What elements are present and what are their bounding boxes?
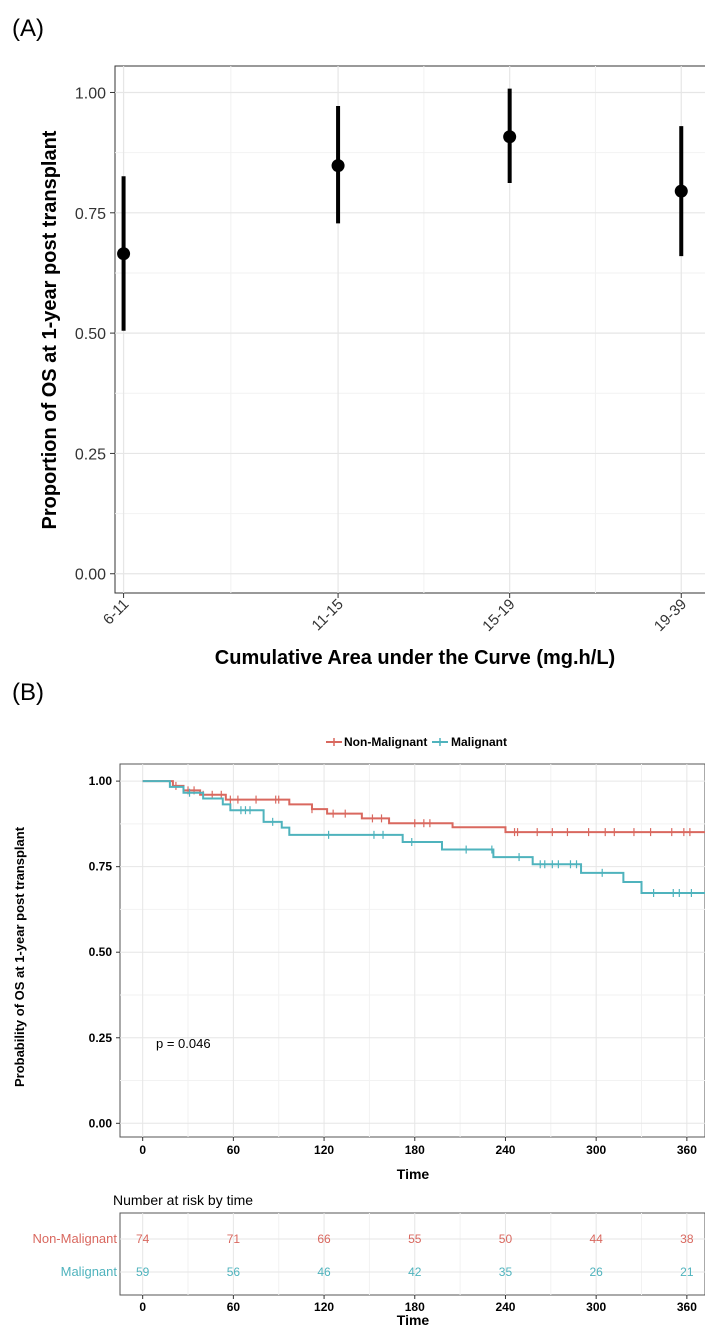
panel-b-label: (B) <box>12 679 44 706</box>
risk-table-title: Number at risk by time <box>113 1192 253 1208</box>
panel-b-y-axis-label: Probability of OS at 1-year post transpl… <box>12 826 27 1087</box>
y-tick-label: 0.25 <box>89 1031 113 1045</box>
y-tick-label: 1.00 <box>75 85 106 102</box>
risk-cell: 38 <box>680 1232 694 1246</box>
panel-a-label: (A) <box>12 15 44 42</box>
risk-cell: 46 <box>317 1265 331 1279</box>
x-tick-label: 180 <box>405 1143 425 1157</box>
panel-a-plot: 0.00 0.25 0.50 0.75 1.00 6-11 11-15 15-19 19-39 <box>75 65 705 635</box>
x-tick-label: 240 <box>495 1300 515 1314</box>
panel-a-y-ticks: 0.00 0.25 0.50 0.75 1.00 <box>75 85 115 584</box>
risk-cell: 59 <box>136 1265 150 1279</box>
x-tick-label: 180 <box>405 1300 425 1314</box>
x-tick-label: 19-39 <box>651 596 690 635</box>
risk-row-label: Malignant <box>61 1264 118 1279</box>
x-tick-label: 11-15 <box>309 596 347 634</box>
data-point <box>503 130 517 144</box>
risk-table: 74 71 66 55 50 44 38 59 56 46 42 35 26 21 Non-Maligna… <box>32 1212 705 1314</box>
risk-cell: 50 <box>499 1232 513 1246</box>
x-tick-label: 60 <box>227 1143 241 1157</box>
y-tick-label: 1.00 <box>89 774 113 788</box>
data-point <box>331 159 345 173</box>
risk-cell: 56 <box>227 1265 241 1279</box>
data-point <box>674 184 688 198</box>
risk-cell: 55 <box>408 1232 422 1246</box>
panel-a-x-axis-label: Cumulative Area under the Curve (mg.h/L) <box>215 647 615 669</box>
x-tick-label: 6-11 <box>100 596 132 628</box>
risk-table-x-ticks: 0 60 120 180 240 300 360 <box>139 1295 697 1314</box>
legend-malignant-label: Malignant <box>451 735 507 749</box>
y-tick-label: 0.00 <box>89 1116 113 1130</box>
risk-table-cells: 74 71 66 55 50 44 38 59 56 46 42 35 26 21 <box>136 1232 694 1279</box>
panel-a-plot-area <box>114 65 705 594</box>
panel-a-y-axis-label: Proportion of OS at 1-year post transpla… <box>39 130 61 529</box>
risk-cell: 26 <box>589 1265 603 1279</box>
risk-cell: 66 <box>317 1232 331 1246</box>
risk-table-area <box>119 1212 705 1296</box>
panel-b-grid <box>120 764 705 1137</box>
legend-non-malignant-label: Non-Malignant <box>344 735 427 749</box>
p-value-annotation: p = 0.046 <box>156 1036 211 1051</box>
panel-b-curves <box>142 780 705 898</box>
risk-cell: 74 <box>136 1232 150 1246</box>
risk-table-grid <box>120 1213 705 1295</box>
y-tick-label: 0.50 <box>75 326 106 343</box>
panel-b-legend: Non-Malignant Malignant <box>326 735 507 749</box>
x-tick-label: 360 <box>677 1300 697 1314</box>
x-tick-label: 240 <box>495 1143 515 1157</box>
km-curve <box>142 780 705 895</box>
risk-row-label: Non-Malignant <box>32 1231 117 1246</box>
x-tick-label: 0 <box>139 1143 146 1157</box>
x-tick-label: 60 <box>227 1300 241 1314</box>
panel-b-x-axis-label: Time <box>397 1166 430 1182</box>
x-tick-label: 300 <box>586 1143 606 1157</box>
x-tick-label: 300 <box>586 1300 606 1314</box>
panel-b-x-ticks: 0 60 120 180 240 300 360 <box>139 1137 697 1157</box>
panel-b-plot-area <box>119 763 705 1138</box>
y-tick-label: 0.25 <box>75 446 106 463</box>
risk-table-row-labels: Non-Malignant Malignant <box>32 1231 117 1279</box>
x-tick-label: 0 <box>139 1300 146 1314</box>
risk-cell: 35 <box>499 1265 513 1279</box>
x-tick-label: 120 <box>314 1300 334 1314</box>
risk-cell: 44 <box>589 1232 603 1246</box>
y-tick-label: 0.75 <box>89 860 113 874</box>
x-tick-label: 15-19 <box>479 596 518 635</box>
y-tick-label: 0.50 <box>89 945 113 959</box>
y-tick-label: 0.00 <box>75 567 106 584</box>
risk-cell: 71 <box>227 1232 241 1246</box>
data-point <box>117 247 131 261</box>
risk-table-x-axis-label: Time <box>397 1312 430 1328</box>
risk-cell: 42 <box>408 1265 422 1279</box>
panel-a-x-ticks: 6-11 11-15 15-19 19-39 <box>100 593 690 635</box>
panel-b-plot: 0.00 0.25 0.50 0.75 1.00 0 60 120 180 240 300 360 <box>89 763 705 1157</box>
panel-a-marks <box>117 88 688 331</box>
panel-b-y-ticks: 0.00 0.25 0.50 0.75 1.00 <box>89 774 120 1130</box>
y-tick-label: 0.75 <box>75 206 106 223</box>
x-tick-label: 120 <box>314 1143 334 1157</box>
risk-cell: 21 <box>680 1265 694 1279</box>
x-tick-label: 360 <box>677 1143 697 1157</box>
